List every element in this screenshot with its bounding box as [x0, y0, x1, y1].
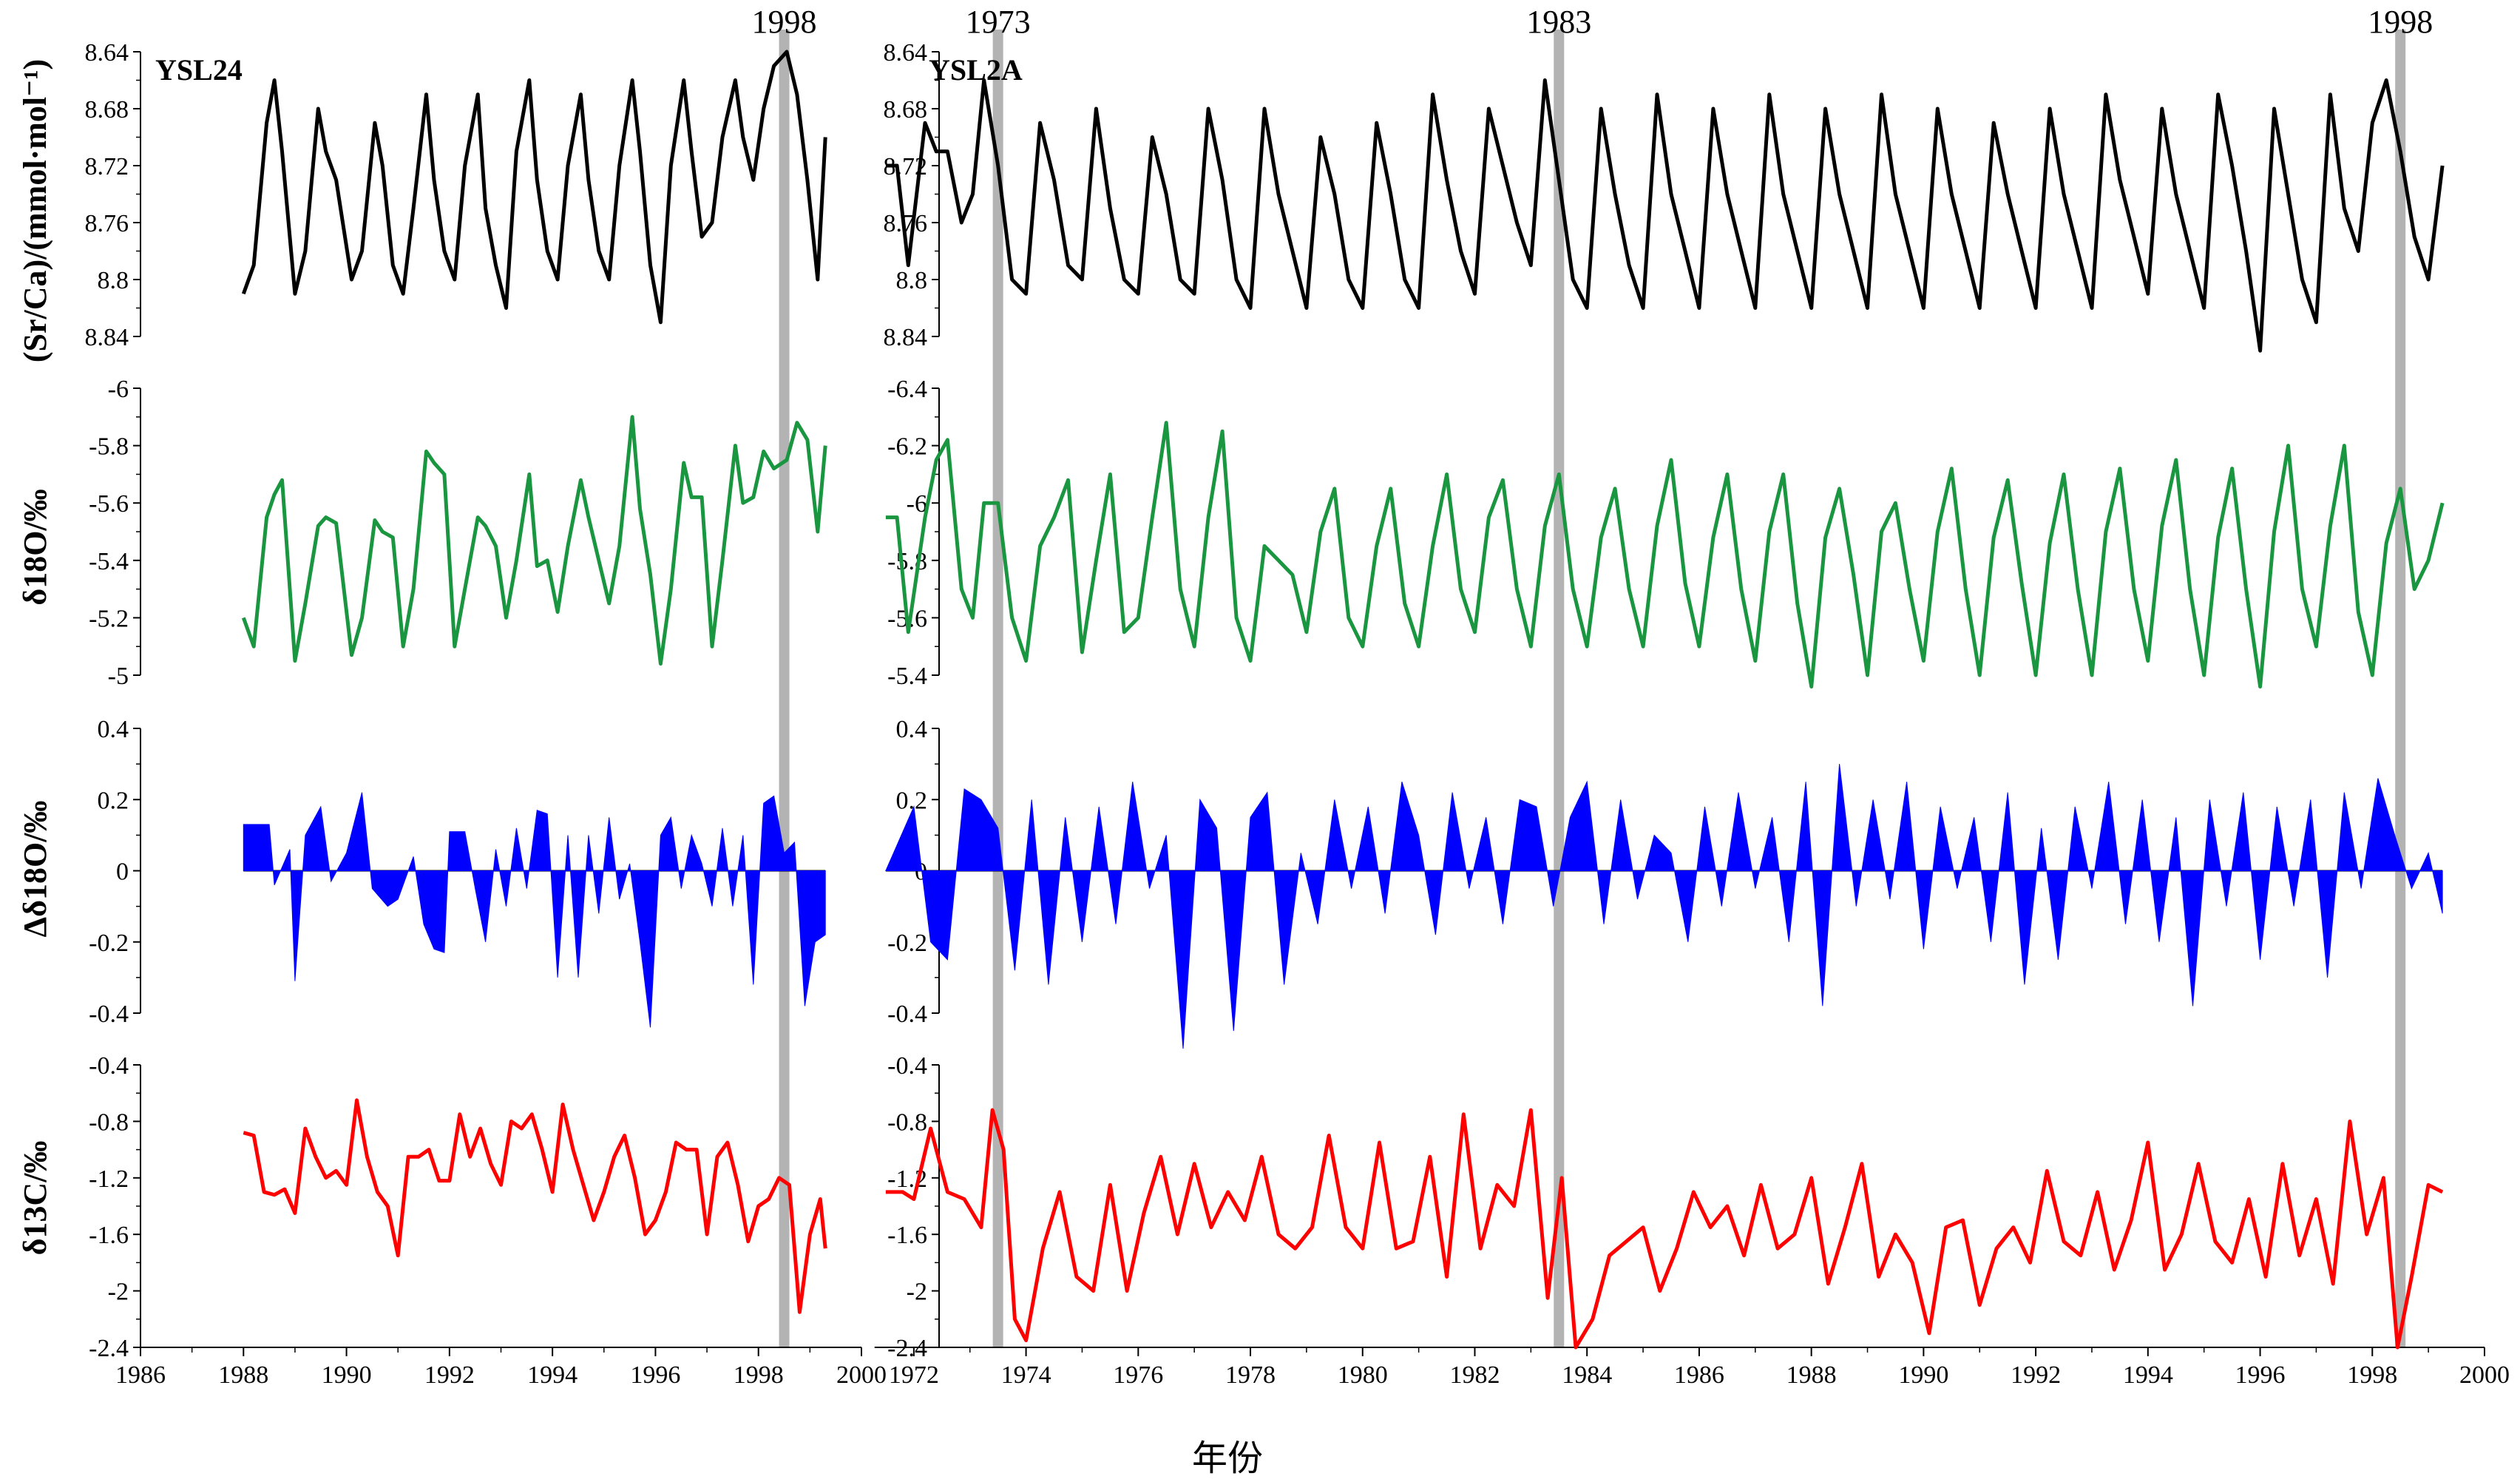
y-tick-label-left-d13c-5: -2.4	[89, 1335, 129, 1362]
y-tick-label-left-srca-3: 8.76	[85, 210, 129, 237]
y-tick-label-left-dd18o-2: 0	[116, 859, 129, 886]
y-tick-label-left-dd18o-4: -0.4	[89, 1001, 129, 1028]
y-tick-label-left-srca-0: 8.64	[85, 39, 129, 67]
y-tick-label-left-d18o-5: -5	[108, 663, 129, 690]
line-series-left-srca	[241, 50, 827, 325]
x-tick-label-right-1974: 1974	[1001, 1361, 1051, 1389]
y-tick-label-right-dd18o-0: 0.4	[896, 716, 928, 743]
y-tick-label-left-d18o-2: -5.6	[89, 490, 129, 518]
x-tick-label-left-1986: 1986	[115, 1361, 166, 1389]
x-tick-label-right-1986: 1986	[1674, 1361, 1724, 1389]
x-tick-label-left-1988: 1988	[218, 1361, 268, 1389]
y-tick-label-left-d13c-3: -1.6	[89, 1222, 129, 1249]
y-tick-label-right-d18o-2: -6	[907, 490, 927, 518]
event-label-right-1973: 1973	[966, 4, 1031, 40]
labels-layer: YSL24 YSL2A (Sr/Ca)/(mmol·mol⁻¹) δ18O/‰ …	[17, 4, 2433, 1479]
y-tick-label-right-d18o-1: -6.2	[887, 433, 927, 461]
x-tick-label-left-1996: 1996	[630, 1361, 680, 1389]
y-tick-label-right-d18o-0: -6.4	[887, 376, 927, 403]
x-tick-label-left-1992: 1992	[424, 1361, 475, 1389]
y-tick-label-left-dd18o-1: 0.2	[98, 787, 129, 814]
x-tick-label-left-1998: 1998	[734, 1361, 784, 1389]
y-axis-title-d18o: δ18O/‰	[17, 489, 53, 605]
y-axis-title-dd18o: Δδ18O/‰	[17, 801, 53, 938]
line-series-right-d13c	[885, 1108, 2444, 1350]
line-series-left-d13c	[243, 1098, 827, 1314]
panel-label-left: YSL24	[155, 53, 243, 87]
x-tick-label-right-1998: 1998	[2347, 1361, 2397, 1389]
y-tick-label-right-srca-1: 8.68	[884, 96, 928, 123]
event-label-right-1998: 1998	[2368, 4, 2433, 40]
x-tick-label-right-1990: 1990	[1898, 1361, 1948, 1389]
x-tick-label-right-1994: 1994	[2123, 1361, 2173, 1389]
y-tick-label-left-d18o-1: -5.8	[89, 433, 129, 461]
y-tick-label-right-srca-5: 8.84	[884, 324, 928, 351]
x-tick-label-right-1978: 1978	[1225, 1361, 1276, 1389]
y-tick-label-left-d18o-3: -5.4	[89, 548, 129, 575]
y-tick-label-right-d13c-3: -1.6	[887, 1222, 927, 1249]
x-tick-label-right-2000: 2000	[2459, 1361, 2510, 1389]
x-tick-label-left-1994: 1994	[527, 1361, 578, 1389]
y-axis-title-srca: (Sr/Ca)/(mmol·mol⁻¹)	[17, 59, 53, 362]
y-tick-label-right-dd18o-1: 0.2	[896, 787, 928, 814]
line-series-right-srca	[885, 78, 2445, 353]
y-tick-label-left-d18o-4: -5.2	[89, 605, 129, 632]
x-tick-label-right-1982: 1982	[1449, 1361, 1500, 1389]
y-tick-label-left-d18o-0: -6	[108, 376, 129, 403]
event-label-left-1998: 1998	[752, 4, 817, 40]
y-tick-label-left-srca-2: 8.72	[85, 153, 129, 180]
y-tick-label-right-d13c-1: -0.8	[887, 1109, 927, 1136]
y-tick-label-left-d13c-4: -2	[108, 1279, 129, 1306]
line-series-left-d18o	[241, 415, 827, 666]
event-bar-right-1983	[1554, 30, 1565, 1347]
y-tick-label-left-dd18o-0: 0.4	[98, 716, 129, 743]
y-tick-label-left-srca-5: 8.84	[85, 324, 129, 351]
y-tick-label-left-d13c-2: -1.2	[89, 1165, 129, 1193]
event-bar-right-1973	[992, 30, 1003, 1347]
y-tick-label-right-d13c-0: -0.4	[887, 1052, 927, 1080]
y-tick-label-right-srca-0: 8.64	[884, 39, 928, 67]
axes-layer: 8.64 8.68 8.72 8.76 8.8 8.84 -6 -5.8 -5.6 -5.4 -5.…	[85, 39, 2510, 1389]
y-tick-label-left-dd18o-3: -0.2	[89, 930, 129, 957]
x-tick-label-right-1996: 1996	[2235, 1361, 2286, 1389]
event-bar-right-1998	[2395, 30, 2406, 1347]
y-tick-label-right-d13c-5: -2.4	[887, 1335, 927, 1362]
area-series-right-dd18o	[885, 764, 2443, 1049]
x-tick-label-left-2000: 2000	[836, 1361, 887, 1389]
x-tick-label-right-1976: 1976	[1113, 1361, 1163, 1389]
series-layer	[241, 50, 2445, 1350]
x-tick-label-right-1972: 1972	[889, 1361, 939, 1389]
y-tick-label-right-d18o-5: -5.4	[887, 663, 927, 690]
y-tick-label-left-srca-4: 8.8	[98, 267, 129, 294]
y-axis-title-d13c: δ13C/‰	[17, 1141, 53, 1256]
line-series-right-d18o	[885, 421, 2445, 688]
x-tick-label-right-1980: 1980	[1338, 1361, 1388, 1389]
x-tick-label-right-1992: 1992	[2011, 1361, 2061, 1389]
x-tick-label-left-1990: 1990	[322, 1361, 372, 1389]
x-axis-title: 年份	[1192, 1438, 1263, 1479]
y-tick-label-right-d13c-4: -2	[907, 1279, 927, 1306]
event-bar-left-1998	[779, 30, 790, 1347]
event-bars-layer	[779, 30, 2406, 1347]
panel-label-right: YSL2A	[929, 53, 1023, 87]
event-label-right-1983: 1983	[1526, 4, 1591, 40]
y-tick-label-left-d13c-0: -0.4	[89, 1052, 129, 1080]
y-tick-label-right-srca-4: 8.8	[896, 267, 928, 294]
area-series-left-dd18o	[243, 792, 826, 1028]
x-tick-label-right-1988: 1988	[1786, 1361, 1837, 1389]
x-tick-label-right-1984: 1984	[1562, 1361, 1612, 1389]
y-tick-label-right-dd18o-4: -0.4	[887, 1001, 927, 1028]
y-tick-label-left-d13c-1: -0.8	[89, 1109, 129, 1136]
y-tick-label-left-srca-1: 8.68	[85, 96, 129, 123]
y-tick-label-right-dd18o-3: -0.2	[887, 930, 927, 957]
